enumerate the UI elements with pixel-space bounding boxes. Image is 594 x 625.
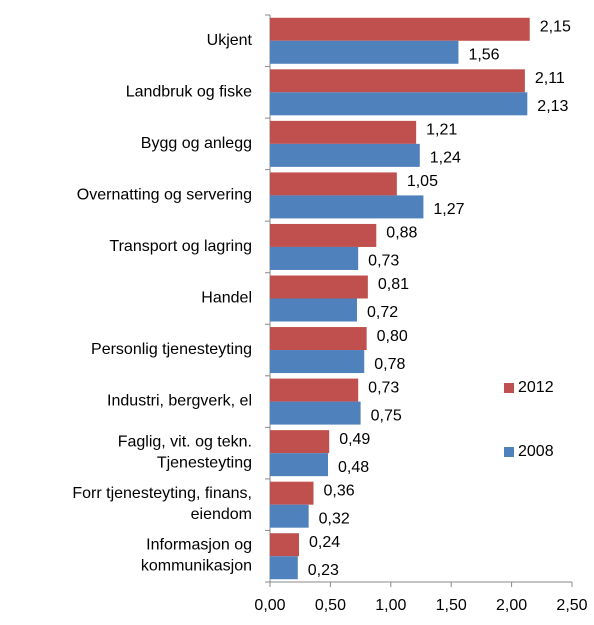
- y-tick-label: Ukjent: [207, 32, 253, 49]
- data-label: 2,13: [537, 98, 568, 115]
- x-tick-label: 2,50: [556, 597, 587, 614]
- y-tick-label: Overnatting og servering: [77, 187, 252, 204]
- data-label: 0,80: [377, 328, 408, 345]
- y-tick-label-line: Industri, bergverk, el: [107, 393, 252, 410]
- bar: [270, 556, 298, 580]
- data-label: 0,73: [368, 379, 399, 396]
- data-label: 0,81: [378, 276, 409, 293]
- x-tick-label: 0,50: [315, 597, 346, 614]
- y-tick-label-line: Informasjon og: [146, 537, 252, 554]
- bar: [270, 350, 365, 374]
- y-tick-label: Transport og lagring: [109, 238, 252, 255]
- bar: [270, 430, 330, 454]
- bar: [270, 246, 359, 270]
- y-tick-label: Personlig tjenesteyting: [91, 341, 252, 358]
- data-label: 1,56: [468, 46, 499, 63]
- bar: [270, 275, 368, 299]
- bar: [270, 172, 397, 196]
- x-tick-label: 2,00: [496, 597, 527, 614]
- y-tick-label-line: Landbruk og fiske: [126, 84, 252, 101]
- bar: [270, 378, 359, 402]
- y-tick-label-line: kommunikasjon: [141, 558, 252, 575]
- bar: [270, 327, 367, 351]
- x-tick-label: 0,00: [254, 597, 285, 614]
- y-tick-label-line: eiendom: [191, 506, 252, 523]
- y-tick-label-line: Handel: [201, 290, 252, 307]
- bar: [270, 533, 299, 557]
- legend-label: 2012: [518, 379, 554, 396]
- data-label: 0,48: [338, 459, 369, 476]
- data-label: 1,05: [407, 173, 438, 190]
- bar: [270, 453, 328, 477]
- y-tick-label: Handel: [201, 290, 252, 307]
- data-label: 1,21: [426, 122, 457, 139]
- data-label: 0,24: [309, 534, 340, 551]
- y-tick-label-line: Personlig tjenesteyting: [91, 341, 252, 358]
- data-label: 2,11: [535, 70, 565, 87]
- y-tick-label-line: Forr tjenesteyting, finans,: [72, 485, 252, 502]
- legend-label: 2008: [518, 443, 554, 460]
- y-tick-label: Bygg og anlegg: [141, 135, 252, 152]
- y-tick-label: Faglig, vit. og tekn. Tjenesteyting: [118, 434, 252, 472]
- y-tick-label-line: Tjenesteyting: [157, 455, 252, 472]
- x-tick-label: 1,00: [375, 597, 406, 614]
- data-label: 0,88: [386, 225, 417, 242]
- y-tick-label: Industri, bergverk, el: [107, 393, 252, 410]
- data-label: 0,23: [308, 562, 339, 579]
- bar: [270, 17, 530, 41]
- y-tick-label-line: Ukjent: [207, 32, 253, 49]
- y-tick-label-line: Faglig, vit. og tekn.: [118, 434, 252, 451]
- bar: [270, 143, 420, 167]
- data-label: 0,49: [339, 431, 370, 448]
- bar: [270, 40, 459, 64]
- bar: [270, 69, 525, 93]
- data-label: 1,27: [433, 201, 464, 218]
- y-tick-label-line: Bygg og anlegg: [141, 135, 252, 152]
- bar: [270, 481, 314, 505]
- data-label: 0,78: [374, 356, 405, 373]
- data-label: 0,32: [319, 510, 350, 527]
- data-label: 2,15: [540, 18, 571, 35]
- legend-swatch: [504, 383, 514, 393]
- bar: [270, 223, 377, 247]
- y-tick-label-line: Overnatting og servering: [77, 187, 252, 204]
- bar: [270, 298, 357, 322]
- bar: [270, 195, 424, 219]
- data-label: 1,24: [430, 150, 461, 167]
- bar: [270, 120, 417, 144]
- legend-swatch: [504, 447, 514, 457]
- bar: [270, 401, 361, 425]
- data-label: 0,72: [367, 304, 398, 321]
- y-tick-label: Forr tjenesteyting, finans, eiendom: [72, 485, 252, 523]
- data-label: 0,73: [368, 253, 399, 270]
- y-tick-label: Landbruk og fiske: [126, 84, 252, 101]
- data-label: 0,75: [371, 407, 402, 424]
- bar: [270, 92, 528, 116]
- y-tick-label-line: Transport og lagring: [109, 238, 252, 255]
- x-tick-label: 1,50: [436, 597, 467, 614]
- y-tick-label: Informasjon og kommunikasjon: [141, 537, 252, 575]
- data-label: 0,36: [323, 482, 354, 499]
- bar: [270, 504, 309, 528]
